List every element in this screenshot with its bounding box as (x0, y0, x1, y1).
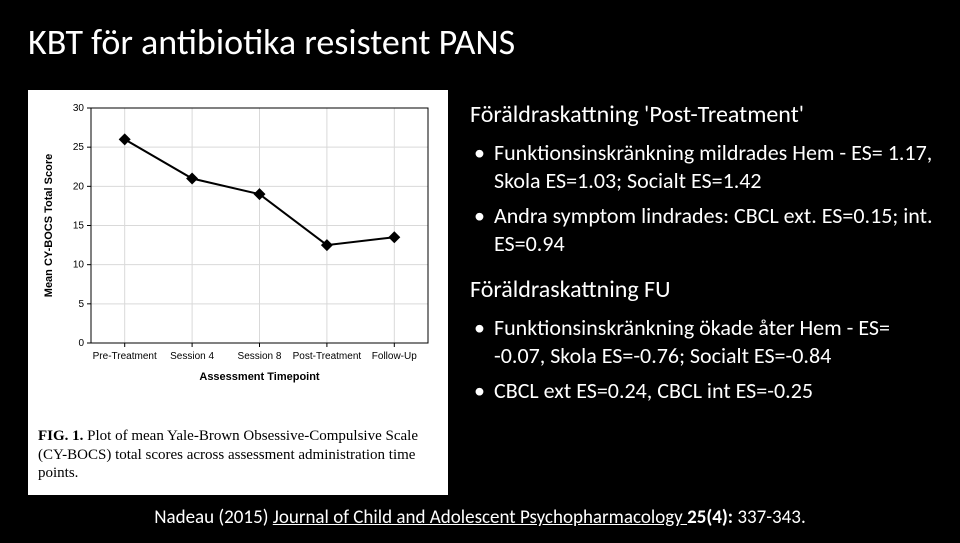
svg-text:10: 10 (73, 260, 85, 271)
svg-text:30: 30 (73, 103, 85, 114)
svg-text:5: 5 (78, 299, 84, 310)
svg-text:15: 15 (73, 221, 85, 232)
svg-text:Mean CY-BOCS Total Score: Mean CY-BOCS Total Score (43, 154, 55, 297)
section-heading-1: Föräldraskattning 'Post-Treatment' (470, 100, 940, 129)
slide-title: KBT för antibiotika resistent PANS (28, 20, 515, 64)
section-heading-2: Föräldraskattning FU (470, 275, 940, 304)
bullet-item: CBCL ext ES=0.24, CBCL int ES=-0.25 (470, 377, 940, 405)
citation-author: Nadeau (2015) (154, 506, 273, 529)
citation-journal: Journal of Child and Adolescent Psychoph… (273, 506, 687, 529)
bullet-list-2: Funktionsinskränkning ökade åter Hem - E… (470, 314, 940, 405)
line-chart: 0 5 10 15 20 25 30 Pre-Treatment Session 4 Sessio… (36, 98, 440, 398)
bullet-item: Andra symptom lindrades: CBCL ext. ES=0.… (470, 202, 940, 257)
svg-text:Session 8: Session 8 (238, 351, 282, 362)
svg-text:Pre-Treatment: Pre-Treatment (93, 351, 157, 362)
svg-text:Follow-Up: Follow-Up (372, 351, 417, 362)
citation: Nadeau (2015) Journal of Child and Adole… (0, 506, 960, 529)
bullet-item: Funktionsinskränkning ökade åter Hem - E… (470, 314, 940, 369)
figure-caption: FIG. 1. Plot of mean Yale-Brown Obsessiv… (38, 427, 438, 483)
figure-caption-text: Plot of mean Yale-Brown Obsessive-Compul… (38, 428, 418, 482)
citation-volume: 25(4): (687, 506, 733, 529)
svg-text:0: 0 (78, 338, 84, 349)
svg-text:Session 4: Session 4 (170, 351, 214, 362)
svg-text:Post-Treatment: Post-Treatment (293, 351, 362, 362)
figure-panel: 0 5 10 15 20 25 30 Pre-Treatment Session 4 Sessio… (28, 90, 448, 495)
svg-text:20: 20 (73, 181, 85, 192)
svg-text:25: 25 (73, 142, 85, 153)
svg-text:Assessment Timepoint: Assessment Timepoint (199, 371, 320, 383)
content-panel: Föräldraskattning 'Post-Treatment' Funkt… (470, 100, 940, 423)
bullet-list-1: Funktionsinskränkning mildrades Hem - ES… (470, 139, 940, 257)
figure-caption-label: FIG. 1. (38, 428, 83, 444)
bullet-item: Funktionsinskränkning mildrades Hem - ES… (470, 139, 940, 194)
citation-pages: 337-343. (733, 506, 806, 529)
